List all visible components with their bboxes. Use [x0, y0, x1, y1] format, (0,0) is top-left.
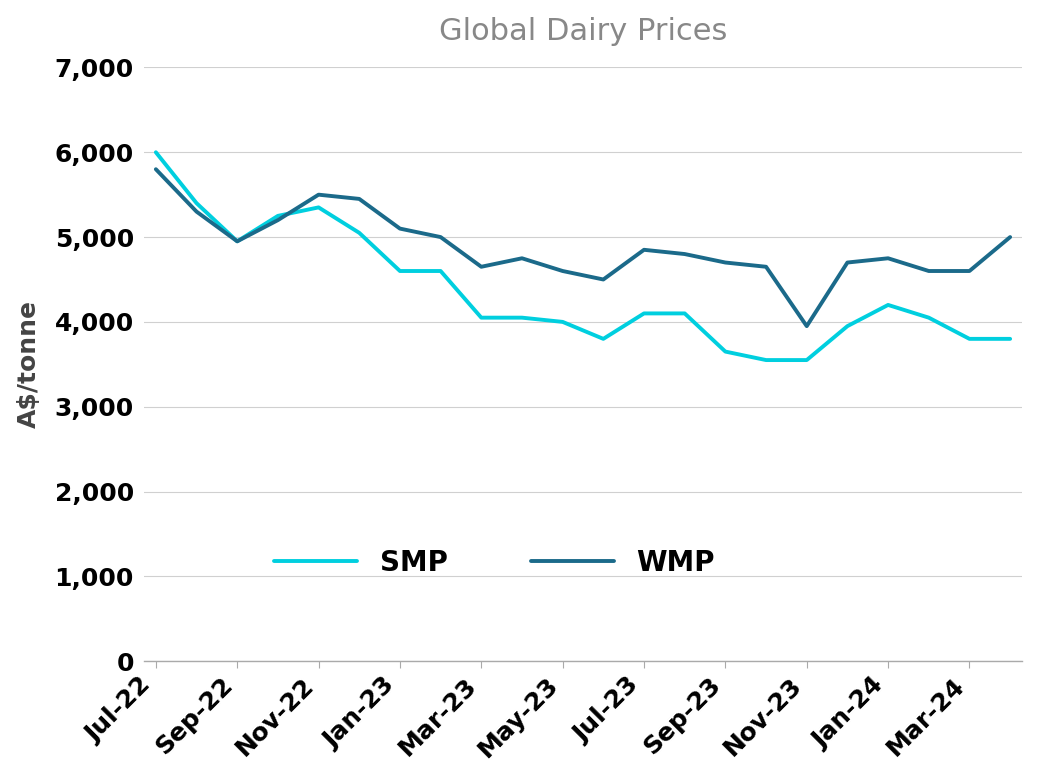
WMP — [842, 258, 854, 267]
Legend: SMP, WMP: SMP, WMP — [263, 538, 726, 588]
SMP — [190, 199, 203, 208]
SMP — [800, 355, 812, 365]
SMP — [231, 237, 243, 246]
Title: Global Dairy Prices: Global Dairy Prices — [438, 16, 727, 46]
SMP — [353, 228, 366, 238]
SMP — [963, 334, 976, 344]
SMP — [760, 355, 772, 365]
WMP — [434, 232, 447, 241]
WMP — [719, 258, 731, 267]
WMP — [597, 275, 610, 284]
WMP — [271, 216, 284, 225]
WMP — [231, 237, 243, 246]
WMP — [800, 322, 812, 331]
SMP — [882, 300, 895, 309]
WMP — [475, 262, 487, 271]
SMP — [394, 266, 406, 276]
SMP — [313, 203, 325, 212]
Line: SMP: SMP — [156, 152, 1010, 360]
WMP — [638, 245, 650, 255]
SMP — [150, 147, 162, 157]
WMP — [1004, 232, 1016, 241]
WMP — [394, 224, 406, 233]
SMP — [678, 308, 691, 318]
SMP — [434, 266, 447, 276]
WMP — [190, 207, 203, 217]
SMP — [1004, 334, 1016, 344]
WMP — [678, 249, 691, 259]
WMP — [313, 190, 325, 199]
WMP — [557, 266, 569, 276]
WMP — [760, 262, 772, 271]
SMP — [271, 211, 284, 220]
SMP — [638, 308, 650, 318]
WMP — [150, 164, 162, 174]
SMP — [557, 317, 569, 326]
SMP — [475, 313, 487, 323]
SMP — [842, 322, 854, 331]
SMP — [597, 334, 610, 344]
SMP — [923, 313, 935, 323]
WMP — [963, 266, 976, 276]
WMP — [515, 254, 528, 263]
Y-axis label: A$/tonne: A$/tonne — [17, 301, 41, 428]
WMP — [882, 254, 895, 263]
WMP — [353, 194, 366, 203]
SMP — [719, 347, 731, 356]
Line: WMP: WMP — [156, 169, 1010, 326]
SMP — [515, 313, 528, 323]
WMP — [923, 266, 935, 276]
